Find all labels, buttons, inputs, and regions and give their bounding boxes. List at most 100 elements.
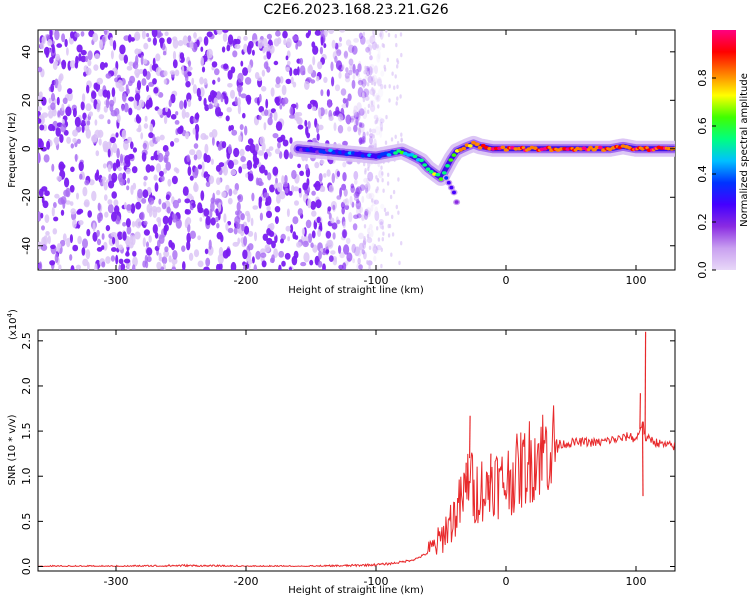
colorbar-tick-label: 0.4 [696, 165, 709, 183]
noise-speckle [321, 186, 326, 192]
y-tick-label: 2.0 [20, 377, 33, 395]
noise-speckle [370, 80, 374, 86]
noise-speckle [200, 56, 204, 67]
noise-speckle [204, 143, 209, 154]
noise-speckle [319, 221, 323, 231]
noise-speckle [172, 38, 179, 49]
noise-speckle [135, 72, 140, 79]
noise-speckle [356, 262, 362, 270]
x-tick-label: -300 [104, 575, 129, 588]
noise-speckle [293, 186, 300, 192]
noise-speckle [354, 246, 360, 257]
noise-speckle [279, 104, 283, 110]
noise-speckle [380, 70, 385, 77]
noise-speckle [339, 187, 342, 198]
x-tick-label: 0 [503, 575, 510, 588]
noise-speckle [232, 50, 238, 58]
noise-speckle [287, 236, 290, 242]
noise-speckle [69, 254, 73, 261]
noise-speckle [189, 205, 193, 211]
noise-speckle [101, 245, 105, 250]
noise-speckle [336, 195, 342, 200]
noise-speckle [230, 89, 235, 99]
noise-speckle [203, 152, 208, 163]
noise-speckle [108, 173, 112, 182]
colorbar-tick-label: 0.8 [696, 69, 709, 87]
noise-speckle [247, 230, 254, 237]
noise-speckle [281, 84, 287, 96]
noise-speckle [342, 172, 347, 182]
noise-speckle [353, 214, 359, 220]
noise-speckle [353, 38, 359, 43]
noise-speckle [70, 166, 75, 173]
noise-speckle [304, 119, 308, 127]
noise-speckle [377, 78, 382, 87]
noise-speckle [263, 152, 268, 160]
noise-speckle [94, 119, 98, 126]
noise-speckle [88, 179, 95, 186]
noise-speckle [370, 229, 374, 238]
noise-speckle [281, 175, 285, 185]
noise-speckle [224, 95, 229, 105]
noise-speckle [84, 124, 90, 132]
noise-speckle [93, 82, 98, 90]
noise-speckle [358, 137, 365, 144]
noise-speckle [275, 83, 281, 89]
noise-speckle [291, 255, 298, 266]
noise-speckle [360, 35, 366, 45]
noise-speckle [201, 161, 205, 172]
noise-speckle [172, 199, 179, 209]
noise-speckle [234, 183, 239, 191]
noise-speckle [358, 137, 363, 145]
noise-speckle [41, 36, 46, 45]
noise-speckle [358, 232, 364, 240]
noise-speckle [382, 43, 386, 49]
noise-speckle [225, 222, 229, 231]
noise-speckle [291, 185, 295, 193]
noise-speckle [187, 166, 192, 176]
noise-speckle [94, 263, 98, 270]
noise-speckle [152, 37, 157, 46]
noise-speckle [110, 50, 114, 60]
noise-speckle [358, 123, 365, 133]
noise-speckle [126, 185, 130, 191]
noise-speckle [299, 57, 304, 65]
noise-speckle [258, 198, 262, 209]
noise-speckle [325, 230, 332, 239]
noise-speckle [358, 108, 365, 116]
noise-speckle [367, 227, 371, 234]
noise-speckle [351, 79, 356, 89]
signal-point [532, 146, 538, 150]
noise-speckle [372, 30, 375, 35]
noise-speckle [366, 177, 371, 183]
noise-speckle [263, 122, 267, 131]
noise-speckle [70, 208, 76, 215]
noise-speckle [155, 163, 162, 173]
noise-speckle [395, 101, 398, 106]
noise-speckle [234, 216, 241, 225]
noise-speckle [170, 93, 176, 104]
x-tick-label: -100 [364, 274, 389, 287]
noise-speckle [120, 263, 126, 270]
noise-speckle [121, 104, 125, 112]
noise-speckle [232, 241, 239, 247]
noise-speckle [175, 111, 179, 116]
noise-speckle [81, 247, 86, 256]
noise-speckle [109, 136, 116, 144]
noise-speckle [107, 119, 111, 125]
noise-speckle [105, 225, 111, 232]
noise-speckle [161, 202, 167, 210]
noise-speckle [155, 136, 161, 143]
noise-speckle [251, 49, 255, 56]
noise-speckle [121, 129, 127, 140]
noise-speckle [137, 188, 143, 199]
noise-speckle [209, 132, 214, 138]
noise-speckle [296, 241, 302, 248]
noise-speckle [179, 52, 185, 60]
noise-speckle [353, 105, 358, 114]
noise-speckle [218, 202, 222, 213]
noise-speckle [52, 228, 58, 235]
noise-speckle [125, 84, 129, 93]
noise-speckle [225, 115, 230, 122]
noise-speckle [204, 248, 209, 255]
